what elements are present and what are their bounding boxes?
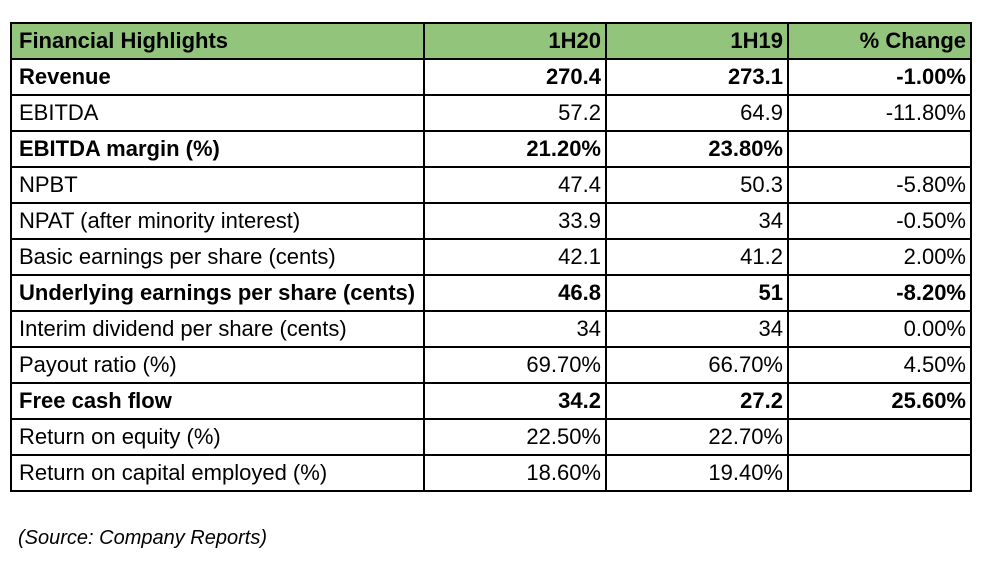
header-percent-change: % Change <box>787 22 972 60</box>
table-row: Free cash flow 34.2 27.2 25.60% <box>10 382 972 420</box>
cell-1h20: 42.1 <box>423 238 607 276</box>
row-label: Return on capital employed (%) <box>10 454 425 492</box>
table-row: EBITDA 57.2 64.9 -11.80% <box>10 94 972 132</box>
table-row: Return on capital employed (%) 18.60% 19.4… <box>10 454 972 492</box>
cell-1h19: 64.9 <box>605 94 789 132</box>
source-note: (Source: Company Reports) <box>18 527 267 549</box>
cell-percent-change <box>787 418 972 456</box>
cell-percent-change: -11.80% <box>787 94 972 132</box>
row-label: Interim dividend per share (cents) <box>10 310 425 348</box>
row-label: Underlying earnings per share (cents) <box>10 274 425 312</box>
cell-1h20: 34 <box>423 310 607 348</box>
table-row: NPBT 47.4 50.3 -5.80% <box>10 166 972 204</box>
cell-1h20: 22.50% <box>423 418 607 456</box>
cell-percent-change: 2.00% <box>787 238 972 276</box>
cell-percent-change <box>787 454 972 492</box>
cell-percent-change: -8.20% <box>787 274 972 312</box>
cell-percent-change: 25.60% <box>787 382 972 420</box>
cell-1h20: 270.4 <box>423 58 607 96</box>
cell-1h20: 57.2 <box>423 94 607 132</box>
cell-1h19: 34 <box>605 202 789 240</box>
table-row: EBITDA margin (%) 21.20% 23.80% <box>10 130 972 168</box>
row-label: Basic earnings per share (cents) <box>10 238 425 276</box>
cell-1h20: 33.9 <box>423 202 607 240</box>
row-label: NPBT <box>10 166 425 204</box>
cell-1h19: 51 <box>605 274 789 312</box>
cell-1h19: 34 <box>605 310 789 348</box>
cell-1h20: 69.70% <box>423 346 607 384</box>
table-row: Return on equity (%) 22.50% 22.70% <box>10 418 972 456</box>
financial-highlights-table: Financial Highlights 1H20 1H19 % Change … <box>10 22 972 492</box>
cell-1h19: 273.1 <box>605 58 789 96</box>
cell-1h20: 18.60% <box>423 454 607 492</box>
cell-percent-change: -1.00% <box>787 58 972 96</box>
cell-1h19: 27.2 <box>605 382 789 420</box>
row-label: Revenue <box>10 58 425 96</box>
table-row: Revenue 270.4 273.1 -1.00% <box>10 58 972 96</box>
row-label: Return on equity (%) <box>10 418 425 456</box>
cell-1h20: 47.4 <box>423 166 607 204</box>
row-label: Free cash flow <box>10 382 425 420</box>
table-body: Revenue 270.4 273.1 -1.00% EBITDA 57.2 64.9 -11… <box>10 58 972 492</box>
header-financial-highlights: Financial Highlights <box>10 22 425 60</box>
header-1h19: 1H19 <box>605 22 789 60</box>
table-header-row: Financial Highlights 1H20 1H19 % Change <box>10 22 972 60</box>
row-label: Payout ratio (%) <box>10 346 425 384</box>
table-row: Basic earnings per share (cents) 42.1 41.2… <box>10 238 972 276</box>
cell-1h20: 21.20% <box>423 130 607 168</box>
cell-1h19: 19.40% <box>605 454 789 492</box>
cell-1h19: 66.70% <box>605 346 789 384</box>
table-row: Interim dividend per share (cents) 34 34 0.… <box>10 310 972 348</box>
cell-percent-change: 0.00% <box>787 310 972 348</box>
cell-percent-change: -0.50% <box>787 202 972 240</box>
row-label: NPAT (after minority interest) <box>10 202 425 240</box>
cell-1h19: 23.80% <box>605 130 789 168</box>
table-row: Underlying earnings per share (cents) 46.… <box>10 274 972 312</box>
cell-percent-change <box>787 130 972 168</box>
table-row: NPAT (after minority interest) 33.9 34 -0.5… <box>10 202 972 240</box>
cell-1h20: 46.8 <box>423 274 607 312</box>
financial-highlights-table-wrapper: Financial Highlights 1H20 1H19 % Change … <box>10 22 972 492</box>
cell-percent-change: -5.80% <box>787 166 972 204</box>
cell-1h19: 50.3 <box>605 166 789 204</box>
row-label: EBITDA margin (%) <box>10 130 425 168</box>
table-row: Payout ratio (%) 69.70% 66.70% 4.50% <box>10 346 972 384</box>
row-label: EBITDA <box>10 94 425 132</box>
cell-percent-change: 4.50% <box>787 346 972 384</box>
cell-1h20: 34.2 <box>423 382 607 420</box>
cell-1h19: 41.2 <box>605 238 789 276</box>
cell-1h19: 22.70% <box>605 418 789 456</box>
header-1h20: 1H20 <box>423 22 607 60</box>
